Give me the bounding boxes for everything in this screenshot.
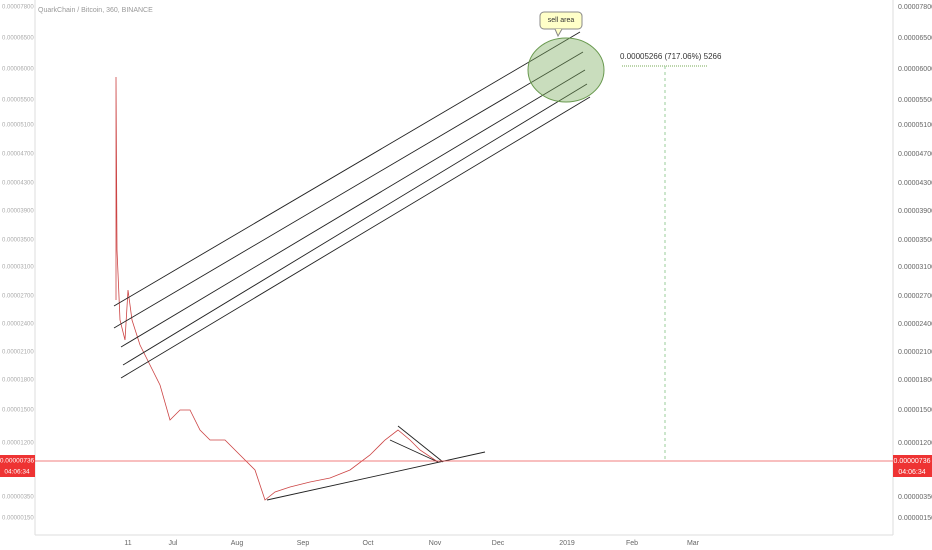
price-label-l: 0.00001500 xyxy=(2,408,34,414)
price-label-r: 0.00006000 xyxy=(898,66,932,73)
time-label: 11 xyxy=(124,540,131,547)
price-label-r: 0.00000350 xyxy=(898,494,932,501)
price-label-l: 0.00005100 xyxy=(2,123,34,129)
price-label-l: 0.00002400 xyxy=(2,322,34,328)
time-label: Mar xyxy=(687,540,700,547)
time-label: Oct xyxy=(363,540,374,547)
price-label-r: 0.00005500 xyxy=(898,97,932,104)
price-label-r: 0.00007800 xyxy=(898,4,932,11)
price-label-l: 0.00006500 xyxy=(2,36,34,42)
price-label-r: 0.00002700 xyxy=(898,293,932,300)
measure-label: 0.00005266 (717.06%) 5266 xyxy=(620,52,722,61)
price-label-l: 0.00004300 xyxy=(2,181,34,187)
last-price-badge-l xyxy=(0,455,35,466)
time-label: Jul xyxy=(169,540,178,547)
price-label-l: 0.00006000 xyxy=(2,67,34,73)
price-label-l: 0.00002700 xyxy=(2,294,34,300)
price-label-l: 0.00000350 xyxy=(2,495,34,501)
last-price-badge-r xyxy=(893,455,932,466)
time-label: Feb xyxy=(626,540,638,547)
price-label-r: 0.00002400 xyxy=(898,321,932,328)
price-label-l: 0.00005500 xyxy=(2,98,34,104)
price-label-r: 0.00001500 xyxy=(898,407,932,414)
pitchfork-lines xyxy=(113,31,591,501)
last-price-l: 0.00000736 xyxy=(0,458,35,465)
price-label-l: 0.00007800 xyxy=(2,5,34,11)
last-price-r: 0.00000736 xyxy=(894,458,931,465)
price-label-r: 0.00004300 xyxy=(898,180,932,187)
countdown-badge-l xyxy=(0,466,35,477)
price-label-l: 0.00003500 xyxy=(2,238,34,244)
price-label-r: 0.00002100 xyxy=(898,349,932,356)
time-label: Aug xyxy=(231,540,244,547)
callout-text: sell area xyxy=(548,17,575,24)
sell-area-zone xyxy=(527,37,605,103)
time-axis: 11 Jul Aug Sep Oct Nov Dec 2019 Feb Mar xyxy=(124,540,699,547)
price-label-l: 0.00004700 xyxy=(2,152,34,158)
countdown-badge-r xyxy=(893,466,932,477)
price-label-r: 0.00006500 xyxy=(898,35,932,42)
price-label-l: 0.00003900 xyxy=(2,209,34,215)
price-label-l: 0.00001800 xyxy=(2,378,34,384)
price-label-r: 0.00003900 xyxy=(898,208,932,215)
time-label: Dec xyxy=(492,540,505,547)
price-label-r: 0.00000150 xyxy=(898,515,932,522)
price-label-l: 0.00002100 xyxy=(2,350,34,356)
price-label-r: 0.00004700 xyxy=(898,151,932,158)
price-label-l: 0.00001200 xyxy=(2,441,34,447)
price-label-r: 0.00001800 xyxy=(898,377,932,384)
symbol-title: QuarkChain / Bitcoin, 360, BINANCE xyxy=(38,7,153,14)
time-label: Sep xyxy=(297,540,310,547)
price-label-r: 0.00005100 xyxy=(898,122,932,129)
time-label: Nov xyxy=(429,540,442,547)
price-label-r: 0.00003500 xyxy=(898,237,932,244)
price-label-l: 0.00003100 xyxy=(2,265,34,271)
callout-tail xyxy=(554,28,563,38)
countdown-l: 04:06:34 xyxy=(4,469,30,476)
countdown-r: 04:06:34 xyxy=(898,469,925,476)
price-label-l: 0.00000150 xyxy=(2,516,34,522)
price-label-r: 0.00001200 xyxy=(898,440,932,447)
time-label: 2019 xyxy=(559,540,575,547)
price-label-r: 0.00003100 xyxy=(898,264,932,271)
